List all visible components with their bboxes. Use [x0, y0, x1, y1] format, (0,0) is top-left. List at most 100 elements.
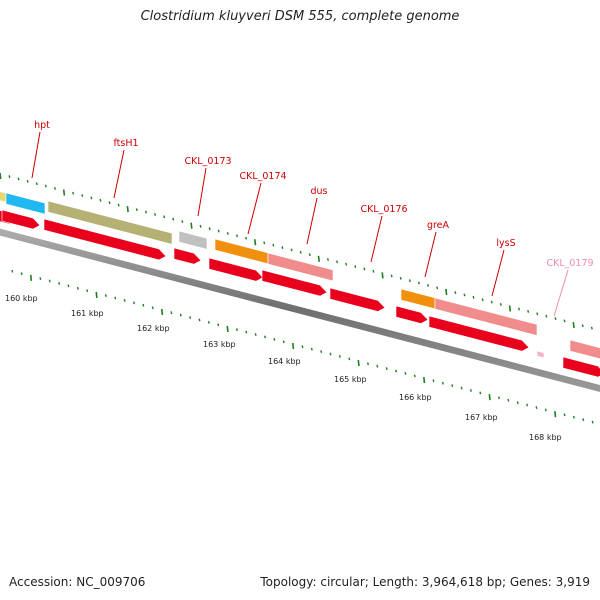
outer-minor-tick [263, 241, 266, 245]
inner-minor-tick [114, 296, 117, 300]
gene-label-ckl-0173: CKL_0173 [184, 156, 231, 167]
outer-minor-tick [499, 302, 502, 306]
inner-minor-tick [535, 406, 538, 409]
inner-minor-tick [395, 369, 398, 373]
outer-minor-tick [272, 243, 275, 247]
outer-minor-tick [144, 210, 147, 214]
outer-major-tick [317, 255, 320, 262]
inner-tick-track [11, 269, 594, 424]
inner-minor-tick [58, 282, 61, 285]
outer-minor-tick [290, 248, 293, 252]
outer-minor-tick [518, 307, 521, 311]
outer-minor-tick [35, 182, 38, 186]
inner-minor-tick [572, 415, 575, 419]
inner-minor-tick [11, 269, 14, 273]
inner-minor-tick [526, 403, 529, 407]
outer-minor-tick [199, 224, 202, 228]
inner-minor-tick [376, 364, 379, 368]
inner-minor-tick [123, 299, 126, 302]
outer-major-tick [190, 222, 193, 229]
inner-major-tick [554, 411, 557, 418]
outer-minor-tick [463, 293, 466, 297]
tick-label-161-kbp: 161 kbp [71, 309, 104, 318]
cds-arrow [428, 315, 530, 352]
inner-minor-tick [432, 379, 435, 383]
outer-major-tick [445, 288, 448, 296]
label-line-grea [424, 231, 437, 278]
inner-minor-tick [189, 316, 192, 319]
inner-minor-tick [301, 345, 304, 349]
gene-lyss [434, 297, 538, 336]
outer-major-tick [254, 239, 257, 246]
label-line-hpt [31, 131, 41, 179]
outer-major-tick [62, 189, 66, 196]
tick-label-160-kbp: 160 kbp [5, 294, 38, 303]
inner-minor-tick [48, 279, 51, 283]
cds-layer [0, 209, 600, 378]
gene-label-lyss: lysS [496, 238, 515, 249]
outer-minor-tick [326, 257, 329, 261]
inner-minor-tick [310, 347, 313, 351]
outer-tick-track [0, 172, 593, 330]
outer-minor-tick [299, 250, 302, 254]
inner-minor-tick [507, 398, 510, 402]
label-line-layer [31, 131, 569, 317]
tick-label-164-kbp: 164 kbp [268, 357, 301, 366]
outer-minor-tick [590, 326, 593, 330]
outer-minor-tick [408, 279, 411, 283]
cds-arrow [562, 356, 600, 378]
outer-minor-tick [163, 215, 166, 219]
gene-label-grea: greA [427, 220, 450, 231]
inner-minor-tick [366, 362, 369, 366]
outer-minor-tick [354, 265, 357, 268]
outer-minor-tick [181, 220, 184, 224]
outer-minor-tick [536, 312, 539, 316]
backbone-layer [0, 228, 600, 392]
inner-minor-tick [329, 352, 332, 356]
inner-minor-tick [264, 335, 267, 339]
outer-major-tick [126, 206, 129, 213]
gene-ftsh1 [47, 200, 173, 245]
outer-minor-tick [436, 286, 439, 290]
tick-label-layer: 160 kbp 161 kbp 162 kbp 163 kbp 164 kbp 165 k… [5, 294, 562, 442]
inner-major-tick [29, 274, 33, 281]
inner-major-tick [160, 308, 164, 316]
topology-text: Topology: circular; Length: 3,964,618 bp… [260, 575, 590, 589]
cds-arrow [208, 257, 264, 282]
cds-arrow [1, 209, 41, 230]
outer-minor-tick [390, 274, 393, 278]
inner-minor-tick [498, 396, 501, 400]
inner-minor-tick [245, 330, 248, 334]
inner-minor-tick [254, 333, 257, 336]
outer-major-tick [572, 321, 575, 329]
outer-minor-tick [472, 295, 475, 299]
outer-minor-tick [490, 300, 493, 304]
cds-arrow [43, 218, 167, 261]
outer-minor-tick [427, 284, 430, 287]
outer-minor-tick [135, 208, 138, 212]
inner-major-tick [357, 359, 360, 367]
cds-arrow [395, 305, 429, 324]
inner-minor-tick [67, 284, 70, 288]
inner-minor-tick [39, 277, 42, 280]
outer-minor-tick [108, 201, 111, 205]
gene-label-ftsh1: ftsH1 [113, 138, 138, 149]
inner-minor-tick [544, 408, 547, 412]
inner-minor-tick [563, 413, 566, 417]
outer-major-tick [508, 305, 512, 312]
inner-minor-tick [207, 320, 210, 324]
inner-minor-tick [451, 384, 454, 388]
outer-minor-tick [336, 260, 339, 264]
outer-minor-tick [363, 267, 366, 271]
inner-minor-tick [348, 357, 351, 361]
accession-text: Accession: NC_009706 [9, 575, 146, 589]
gene-grea [400, 288, 436, 310]
gene-layer [0, 191, 600, 360]
inner-minor-tick [338, 355, 341, 358]
inner-minor-tick [198, 318, 201, 322]
outer-minor-tick [345, 262, 348, 266]
tick-label-163-kbp: 163 kbp [203, 340, 236, 349]
inner-minor-tick [179, 313, 182, 317]
